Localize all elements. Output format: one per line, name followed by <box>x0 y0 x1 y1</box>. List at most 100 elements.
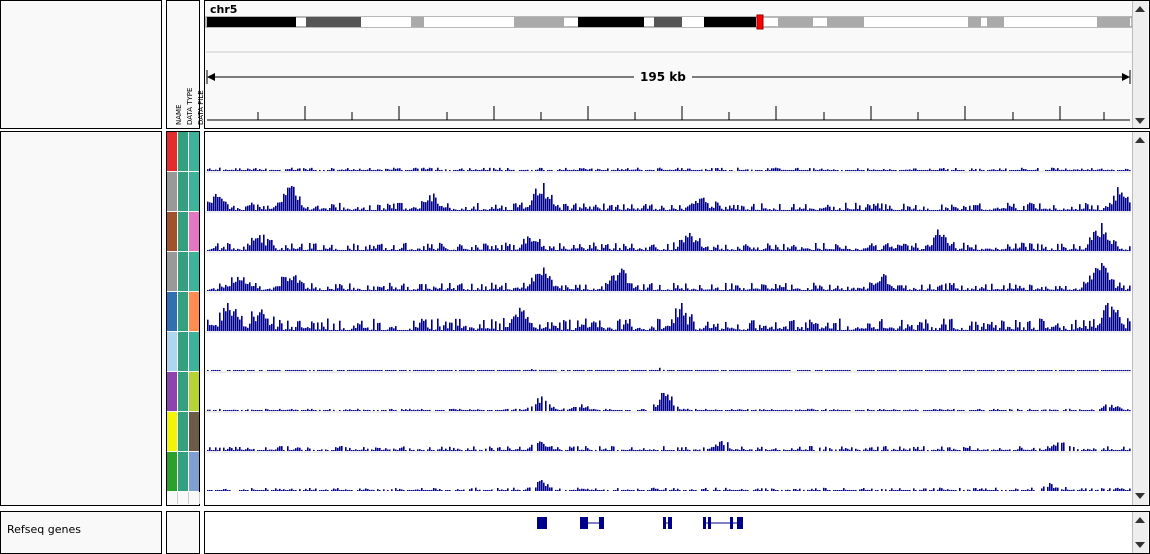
signal-bar <box>755 169 757 171</box>
signal-bar <box>455 290 457 291</box>
attribute-cell[interactable] <box>178 212 188 251</box>
signal-bar <box>501 205 503 211</box>
signal-bar <box>669 450 671 451</box>
signal-bar <box>417 370 419 371</box>
attribute-cell[interactable] <box>189 292 199 331</box>
signal-bar <box>637 208 639 211</box>
feature-scroll-down-icon[interactable] <box>1135 542 1145 548</box>
signal-bar <box>607 208 609 211</box>
attribute-cell[interactable] <box>189 412 199 451</box>
signal-bar <box>305 327 307 331</box>
header-scrollbar[interactable] <box>1132 1 1148 128</box>
signal-bar <box>991 249 993 251</box>
signal-bar <box>707 246 709 251</box>
attribute-cell[interactable] <box>167 292 177 331</box>
signal-bar <box>673 242 675 251</box>
signal-bar <box>547 322 549 331</box>
attribute-cell[interactable] <box>167 252 177 291</box>
signal-bar <box>797 326 799 331</box>
attribute-cell[interactable] <box>178 252 188 291</box>
signal-bar <box>655 450 657 451</box>
signal-bar <box>277 326 279 331</box>
attribute-cell[interactable] <box>189 332 199 371</box>
signal-bar <box>267 370 269 371</box>
feature-scroll-up-icon[interactable] <box>1135 517 1145 523</box>
signal-bar <box>717 410 719 411</box>
signal-bar <box>931 289 933 291</box>
signal-bar <box>993 208 995 211</box>
attribute-cell[interactable] <box>178 452 188 491</box>
attribute-cell[interactable] <box>167 332 177 371</box>
signal-bar <box>641 490 643 491</box>
signal-bar <box>347 450 349 451</box>
signal-bar <box>1053 326 1055 331</box>
signal-bar <box>451 450 453 451</box>
signal-bar <box>569 289 571 291</box>
signal-bar <box>765 285 767 291</box>
signal-bar <box>429 328 431 331</box>
signal-bar <box>301 327 303 331</box>
signal-bar <box>891 327 893 331</box>
attribute-cell[interactable] <box>178 132 188 171</box>
signal-bar <box>415 370 417 371</box>
attribute-cell[interactable] <box>178 172 188 211</box>
attribute-cell[interactable] <box>167 212 177 251</box>
signal-bar <box>745 330 747 331</box>
signal-bar <box>353 243 355 251</box>
refseq-track-name[interactable]: Refseq genes <box>7 523 81 536</box>
feature-scrollbar[interactable] <box>1132 512 1148 553</box>
signal-bar <box>595 170 597 171</box>
scroll-down-icon[interactable] <box>1135 118 1145 124</box>
signal-bar <box>993 408 995 411</box>
signal-bar <box>459 490 461 491</box>
attribute-cell[interactable] <box>178 292 188 331</box>
signal-bar <box>611 328 613 331</box>
attribute-cell[interactable] <box>189 132 199 171</box>
attribute-cell[interactable] <box>189 212 199 251</box>
attribute-cell[interactable] <box>167 172 177 211</box>
signal-bar <box>1035 410 1037 411</box>
signal-bar <box>1129 170 1131 171</box>
signal-bar <box>743 206 745 211</box>
data-scroll-down-icon[interactable] <box>1135 493 1145 499</box>
signal-bar <box>809 319 811 331</box>
signal-bar <box>703 489 705 491</box>
data-scrollbar[interactable] <box>1132 132 1148 505</box>
signal-bar <box>419 322 421 331</box>
signal-bar <box>1091 488 1093 491</box>
attribute-cell[interactable] <box>167 412 177 451</box>
signal-bar <box>965 250 967 251</box>
signal-bar <box>1057 323 1059 331</box>
attribute-cell[interactable] <box>167 452 177 491</box>
signal-bar <box>849 329 851 331</box>
data-scroll-up-icon[interactable] <box>1135 137 1145 143</box>
attribute-cell[interactable] <box>189 452 199 491</box>
signal-bar <box>987 370 989 371</box>
signal-bar <box>901 490 903 491</box>
attribute-cell[interactable] <box>189 172 199 211</box>
signal-bar <box>385 448 387 451</box>
signal-bar <box>1003 285 1005 291</box>
signal-bar <box>291 408 293 411</box>
signal-bar <box>207 319 209 331</box>
attribute-cell[interactable] <box>167 372 177 411</box>
signal-bar <box>953 370 955 371</box>
signal-bar <box>825 326 827 331</box>
attribute-cell[interactable] <box>189 252 199 291</box>
attribute-cell[interactable] <box>167 132 177 171</box>
signal-bar <box>417 449 419 451</box>
attribute-cell[interactable] <box>178 412 188 451</box>
chromosome-ideogram[interactable] <box>0 0 1150 129</box>
signal-bar <box>645 289 647 291</box>
attribute-cell[interactable] <box>178 372 188 411</box>
signal-bar <box>601 244 603 251</box>
attribute-cell[interactable] <box>178 332 188 371</box>
scroll-up-icon[interactable] <box>1135 6 1145 12</box>
signal-bar <box>719 410 721 411</box>
signal-bar <box>299 168 301 171</box>
signal-bar <box>759 409 761 411</box>
signal-bar <box>943 234 945 251</box>
attribute-cell[interactable] <box>189 372 199 411</box>
